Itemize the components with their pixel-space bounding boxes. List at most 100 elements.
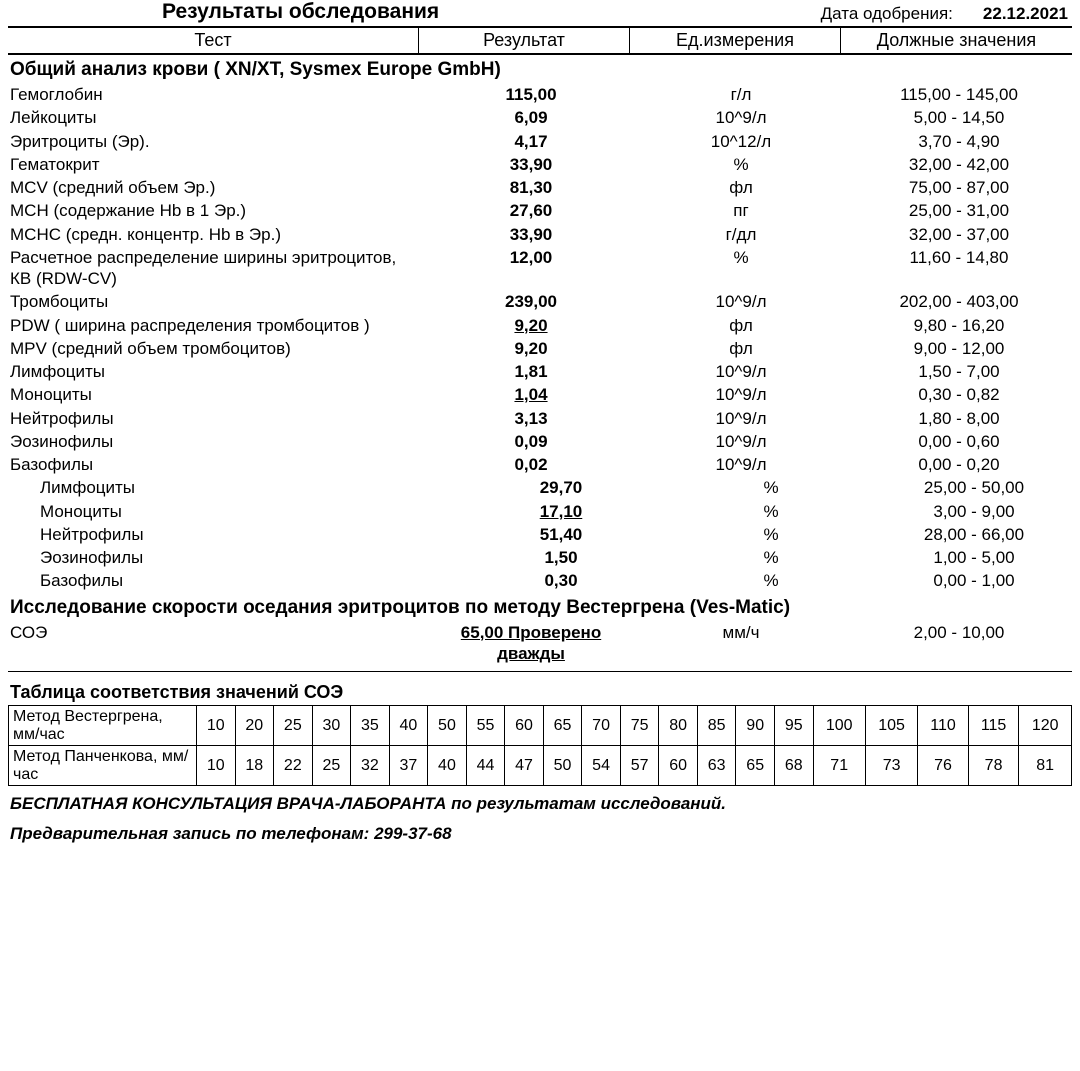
test-reference: 1,80 - 8,00 (846, 408, 1072, 429)
test-name: Эозинофилы (8, 547, 456, 568)
corr-row-label: Метод Вестергрена, мм/час (9, 706, 197, 746)
test-result: 0,30 (456, 570, 666, 591)
corr-cell: 80 (659, 706, 698, 746)
corr-cell: 57 (620, 746, 659, 786)
test-unit: 10^9/л (636, 107, 846, 128)
test-result: 65,00 Проверено дважды (426, 622, 636, 665)
corr-cell: 115 (968, 706, 1019, 746)
footer-notes: БЕСПЛАТНАЯ КОНСУЛЬТАЦИЯ ВРАЧА-ЛАБОРАНТА … (8, 786, 1072, 846)
test-unit: г/л (636, 84, 846, 105)
test-unit: 10^9/л (636, 384, 846, 405)
corr-cell: 10 (197, 746, 236, 786)
corr-table: Метод Вестергрена, мм/час102025303540505… (8, 705, 1072, 786)
result-row: Лимфоциты29,70%25,00 - 50,00 (8, 476, 1072, 499)
test-result: 9,20 (426, 315, 636, 336)
result-row: MCV (средний объем Эр.)81,30фл75,00 - 87… (8, 176, 1072, 199)
corr-cell: 60 (505, 706, 544, 746)
corr-cell: 120 (1019, 706, 1072, 746)
corr-row-label: Метод Панченкова, мм/час (9, 746, 197, 786)
corr-cell: 78 (968, 746, 1019, 786)
test-unit: 10^9/л (636, 408, 846, 429)
test-reference: 202,00 - 403,00 (846, 291, 1072, 312)
test-unit: 10^9/л (636, 454, 846, 475)
corr-cell: 47 (505, 746, 544, 786)
test-unit: мм/ч (636, 622, 846, 643)
test-name: PDW ( ширина распределения тромбоцитов ) (8, 315, 426, 336)
test-unit: фл (636, 315, 846, 336)
test-result: 27,60 (426, 200, 636, 221)
test-result: 239,00 (426, 291, 636, 312)
corr-cell: 63 (697, 746, 736, 786)
test-result: 81,30 (426, 177, 636, 198)
test-name: Моноциты (8, 384, 426, 405)
corr-cell: 30 (312, 706, 351, 746)
corr-cell: 90 (736, 706, 775, 746)
corr-cell: 70 (582, 706, 621, 746)
result-row: Нейтрофилы51,40%28,00 - 66,00 (8, 523, 1072, 546)
date-value: 22.12.2021 (983, 4, 1068, 24)
result-row: Гемоглобин115,00г/л115,00 - 145,00 (8, 83, 1072, 106)
date-label: Дата одобрения: (821, 4, 953, 24)
test-reference: 75,00 - 87,00 (846, 177, 1072, 198)
corr-cell: 100 (813, 706, 865, 746)
test-name: Базофилы (8, 454, 426, 475)
test-unit: % (636, 247, 846, 268)
corr-cell: 68 (774, 746, 813, 786)
result-row: MCHC (средн. концентр. Hb в Эр.)33,90г/д… (8, 223, 1072, 246)
result-row: Базофилы0,30%0,00 - 1,00 (8, 569, 1072, 592)
col-header: Результат (419, 27, 630, 54)
column-headers: ТестРезультатЕд.измеренияДолжные значени… (8, 26, 1072, 55)
test-name: Эритроциты (Эр). (8, 131, 426, 152)
test-name: Лимфоциты (8, 477, 456, 498)
col-header: Тест (8, 27, 419, 54)
result-row: СОЭ65,00 Проверено дваждымм/ч2,00 - 10,0… (8, 621, 1072, 666)
test-reference: 32,00 - 37,00 (846, 224, 1072, 245)
test-result: 0,02 (426, 454, 636, 475)
corr-cell: 22 (274, 746, 313, 786)
test-result: 12,00 (426, 247, 636, 268)
test-unit: 10^9/л (636, 361, 846, 382)
test-result: 51,40 (456, 524, 666, 545)
test-result: 3,13 (426, 408, 636, 429)
test-reference: 1,00 - 5,00 (876, 547, 1072, 568)
corr-cell: 25 (312, 746, 351, 786)
corr-cell: 40 (389, 706, 428, 746)
footer-line: БЕСПЛАТНАЯ КОНСУЛЬТАЦИЯ ВРАЧА-ЛАБОРАНТА … (8, 786, 1072, 816)
result-row: Эозинофилы1,50%1,00 - 5,00 (8, 546, 1072, 569)
test-result: 6,09 (426, 107, 636, 128)
date-block: Дата одобрения: 22.12.2021 (821, 4, 1068, 24)
test-result: 33,90 (426, 154, 636, 175)
test-reference: 3,00 - 9,00 (876, 501, 1072, 522)
test-unit: пг (636, 200, 846, 221)
corr-cell: 105 (865, 706, 917, 746)
test-unit: 10^12/л (636, 131, 846, 152)
test-unit: фл (636, 177, 846, 198)
test-reference: 11,60 - 14,80 (846, 247, 1072, 268)
test-unit: % (666, 524, 876, 545)
corr-cell: 40 (428, 746, 467, 786)
corr-cell: 110 (918, 706, 969, 746)
result-row: Моноциты1,0410^9/л0,30 - 0,82 (8, 383, 1072, 406)
test-reference: 28,00 - 66,00 (876, 524, 1072, 545)
test-name: Базофилы (8, 570, 456, 591)
test-reference: 3,70 - 4,90 (846, 131, 1072, 152)
test-result: 4,17 (426, 131, 636, 152)
corr-cell: 71 (813, 746, 865, 786)
corr-cell: 55 (466, 706, 505, 746)
test-name: MPV (средний объем тромбоцитов) (8, 338, 426, 359)
corr-cell: 50 (428, 706, 467, 746)
test-name: Тромбоциты (8, 291, 426, 312)
test-name: Лимфоциты (8, 361, 426, 382)
doc-header: Результаты обследования Дата одобрения: … (8, 0, 1072, 24)
test-name: СОЭ (8, 622, 426, 643)
section-title: Общий анализ крови ( XN/XT, Sysmex Europ… (8, 55, 1072, 83)
corr-cell: 95 (774, 706, 813, 746)
test-result: 1,81 (426, 361, 636, 382)
test-reference: 0,00 - 0,20 (846, 454, 1072, 475)
test-result: 29,70 (456, 477, 666, 498)
corr-cell: 85 (697, 706, 736, 746)
corr-cell: 54 (582, 746, 621, 786)
test-name: Расчетное распределение ширины эритроцит… (8, 247, 426, 290)
test-name: MCHC (средн. концентр. Hb в Эр.) (8, 224, 426, 245)
result-row: Лейкоциты6,0910^9/л5,00 - 14,50 (8, 106, 1072, 129)
